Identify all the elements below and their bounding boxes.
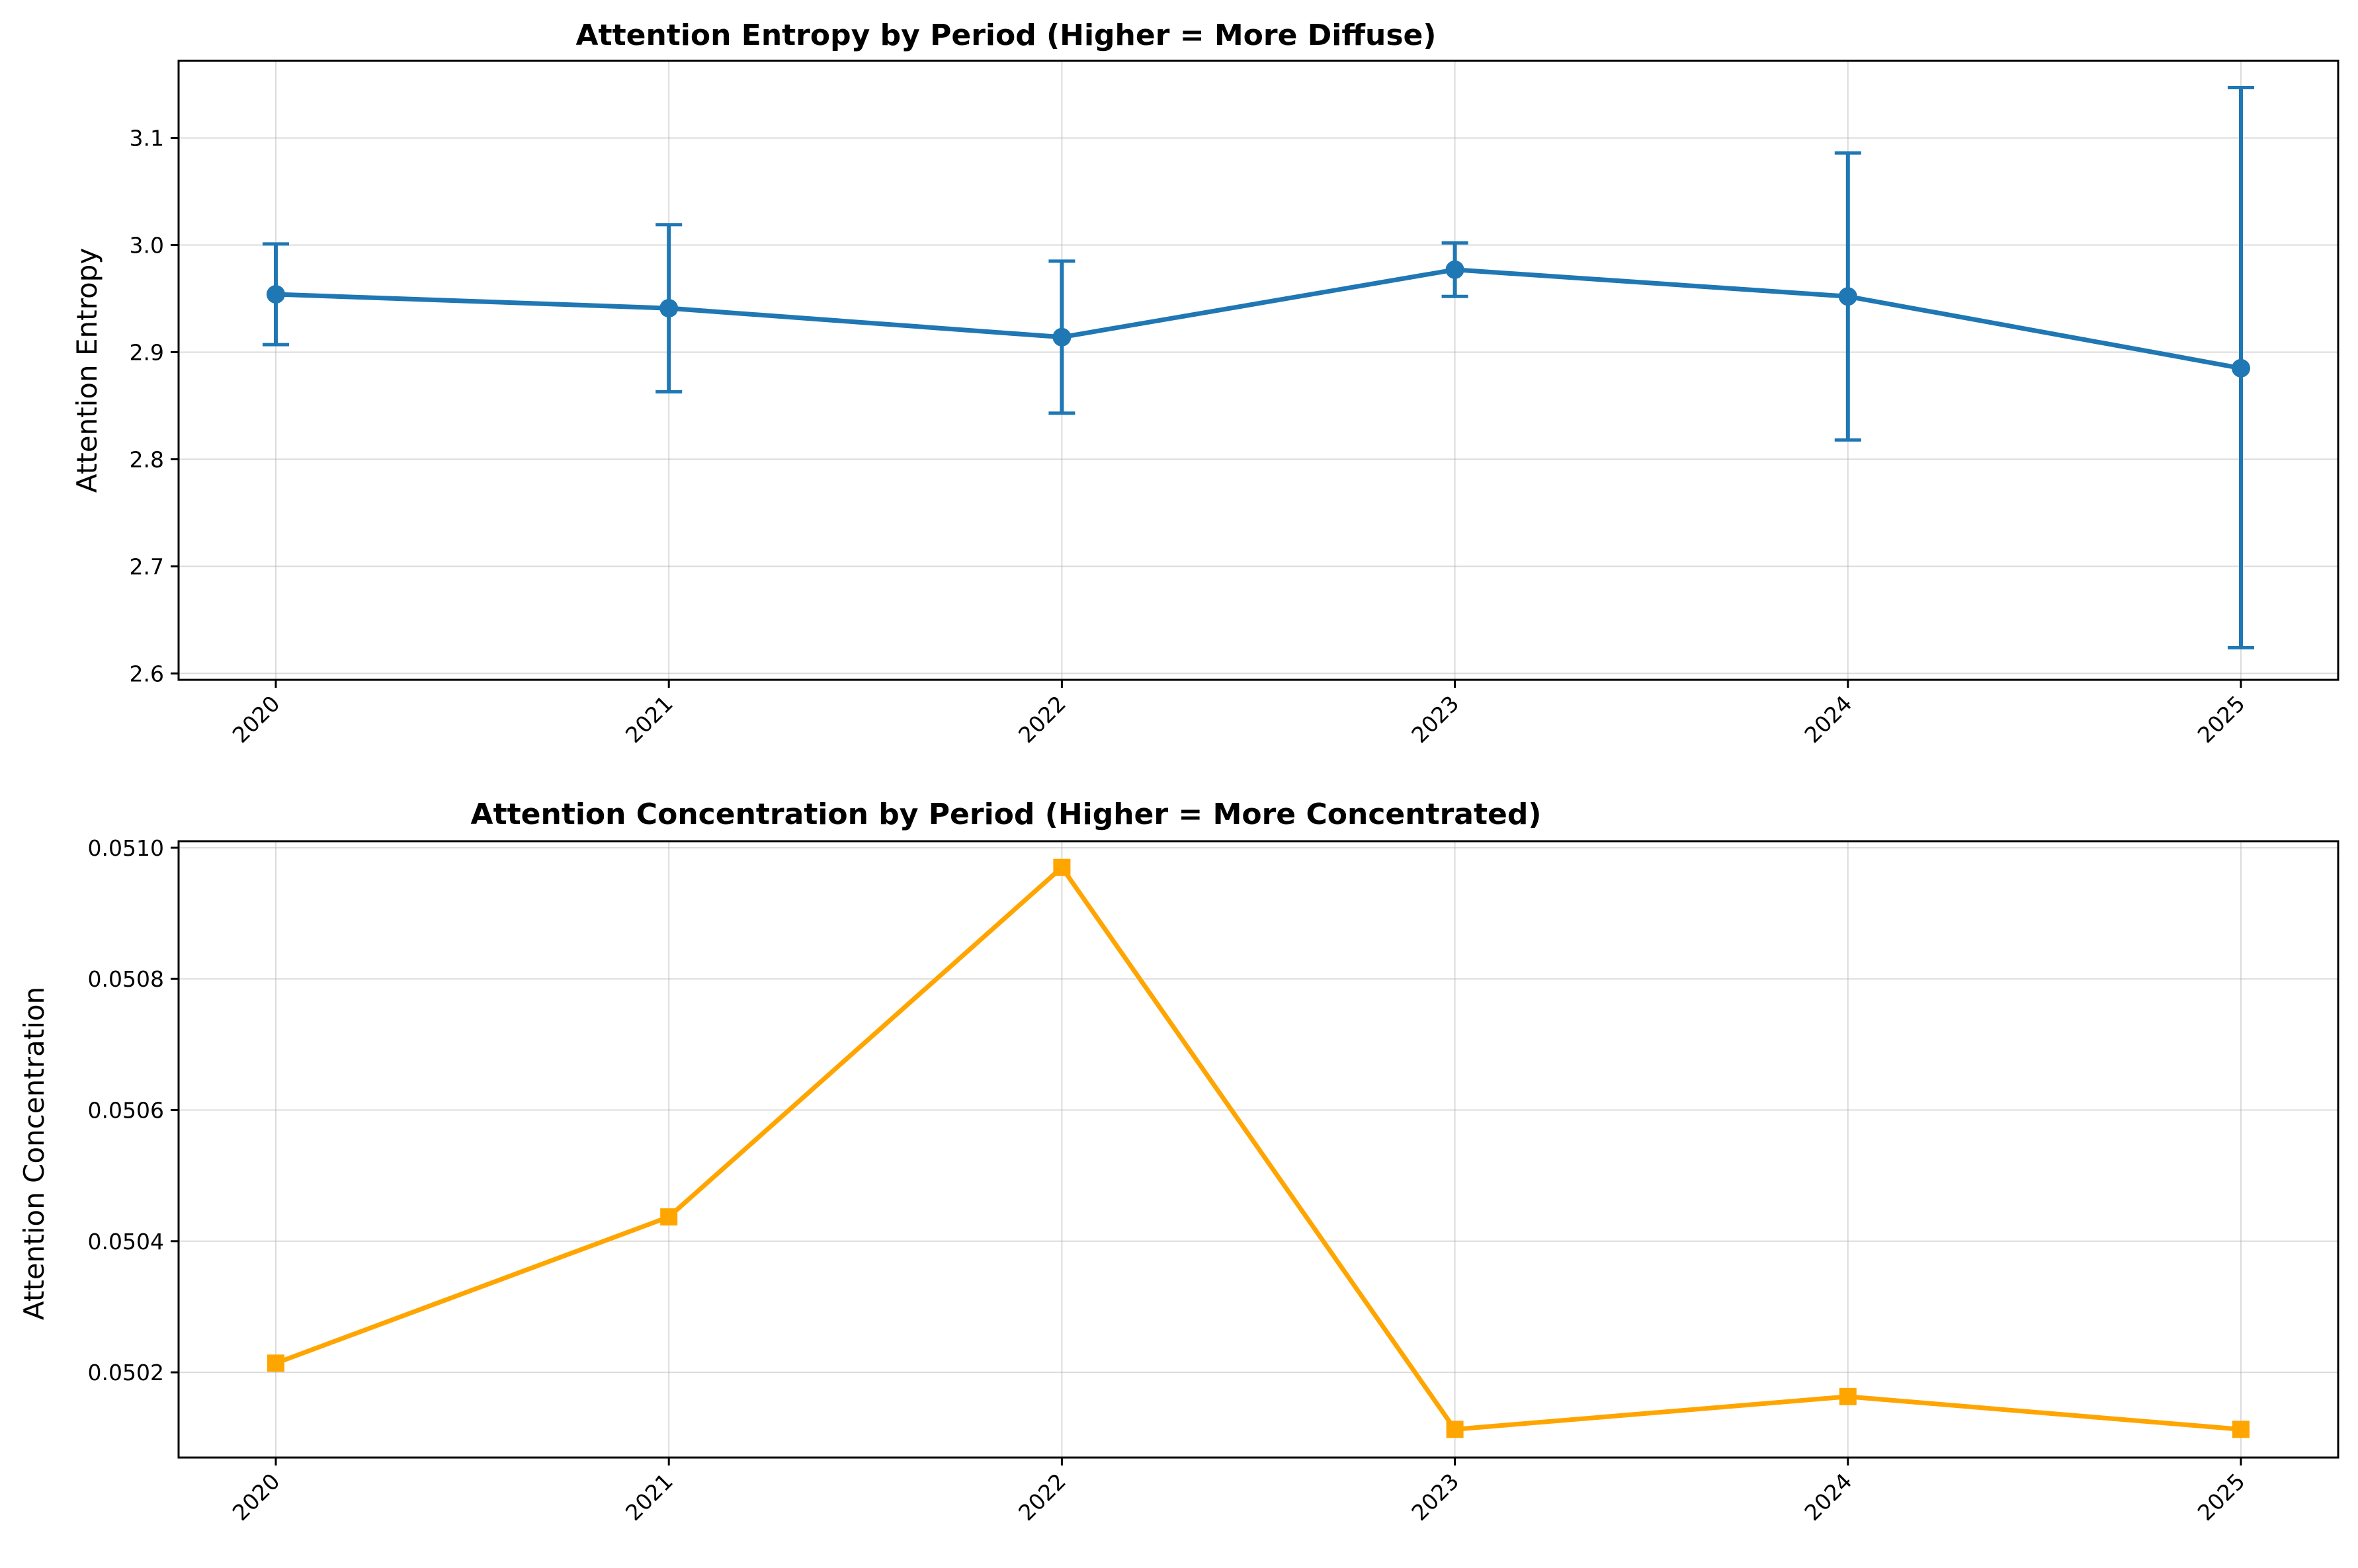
concentration-point <box>1446 1421 1464 1438</box>
concentration-y-tick-label: 0.0504 <box>88 1229 164 1255</box>
concentration-series-line <box>273 865 2244 1432</box>
entropy-y-tick-label: 3.1 <box>130 126 164 151</box>
entropy-y-tick-label: 3.0 <box>130 233 164 259</box>
concentration-markers <box>267 858 2250 1438</box>
entropy-point <box>2232 358 2250 378</box>
entropy-y-tick-label: 2.7 <box>130 554 164 579</box>
entropy-markers <box>267 260 2250 378</box>
entropy-point <box>1052 327 1072 347</box>
entropy-point <box>1838 287 1857 306</box>
concentration-y-tick-label: 0.0506 <box>88 1098 164 1124</box>
concentration-chart-title: Attention Concentration by Period (Highe… <box>471 798 1542 831</box>
concentration-point <box>267 1354 284 1372</box>
concentration-y-tick-label: 0.0508 <box>88 966 164 992</box>
concentration-point <box>1053 858 1071 876</box>
concentration-gridlines <box>179 841 2338 1458</box>
concentration-y-tick-label: 0.0510 <box>88 835 164 861</box>
entropy-y-tick-label: 2.8 <box>130 446 164 472</box>
entropy-y-tick-label: 2.9 <box>130 339 164 365</box>
entropy-series-line <box>273 267 2244 371</box>
entropy-y-axis-label: Attention Entropy <box>71 248 103 493</box>
entropy-point <box>659 299 679 318</box>
entropy-plot-frame <box>177 60 2339 681</box>
entropy-point <box>1445 260 1464 279</box>
entropy-point <box>267 285 285 304</box>
concentration-point <box>1839 1387 1857 1405</box>
concentration-point <box>660 1208 678 1226</box>
entropy-y-tick-label: 2.6 <box>130 661 164 686</box>
concentration-y-axis-label: Attention Concentration <box>18 987 50 1320</box>
concentration-plot-frame <box>177 840 2339 1459</box>
concentration-point <box>2232 1421 2250 1438</box>
entropy-chart-title: Attention Entropy by Period (Higher = Mo… <box>576 19 1437 52</box>
concentration-y-tick-label: 0.0502 <box>88 1360 164 1385</box>
